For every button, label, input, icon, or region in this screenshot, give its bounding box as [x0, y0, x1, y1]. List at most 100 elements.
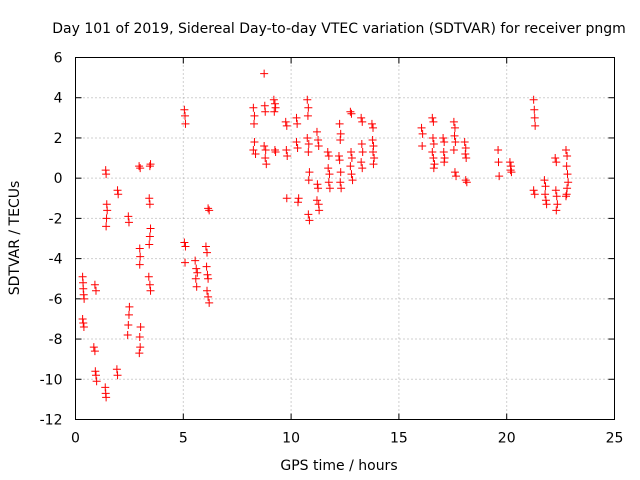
data-point [205, 298, 214, 307]
data-point [113, 371, 122, 380]
data-point [270, 146, 279, 155]
y-tick-label: -10 [40, 372, 63, 388]
data-point [450, 131, 459, 140]
data-point [429, 164, 438, 173]
data-point [251, 150, 260, 159]
y-tick-label: 6 [54, 51, 63, 67]
data-point [440, 137, 449, 146]
data-point [192, 282, 201, 291]
data-point [205, 206, 214, 215]
data-point [428, 148, 437, 157]
data-point [440, 158, 449, 167]
data-point [346, 107, 355, 116]
data-point [347, 154, 356, 163]
data-point [292, 137, 301, 146]
data-point [304, 176, 313, 185]
data-point [506, 166, 515, 175]
data-point [304, 210, 313, 219]
data-point [135, 260, 144, 269]
data-point [204, 292, 213, 301]
data-point [305, 216, 314, 225]
data-point [145, 200, 154, 209]
data-point [305, 168, 314, 177]
data-point [89, 343, 98, 352]
x-tick-label: 20 [498, 431, 516, 447]
data-point [203, 270, 212, 279]
data-point [125, 302, 134, 311]
data-point [262, 160, 271, 169]
data-point [541, 182, 550, 191]
x-tick-label: 5 [179, 431, 188, 447]
data-point [460, 137, 469, 146]
x-axis-title: GPS time / hours [280, 458, 397, 474]
data-point [540, 176, 549, 185]
data-point [135, 162, 144, 171]
y-tick-label: -8 [49, 332, 63, 348]
data-point [192, 264, 201, 273]
data-point [92, 377, 101, 386]
data-point [304, 103, 313, 112]
y-tick-label: 0 [54, 171, 63, 187]
data-points [78, 69, 573, 402]
data-point [369, 148, 378, 157]
data-point [193, 268, 202, 277]
data-point [336, 135, 345, 144]
data-point [314, 184, 323, 193]
data-point [358, 148, 367, 157]
x-tick-label: 0 [71, 431, 80, 447]
data-point [135, 244, 144, 253]
data-point [450, 123, 459, 132]
data-point [304, 148, 313, 157]
data-point [551, 154, 560, 163]
data-point [314, 141, 323, 150]
data-point [146, 160, 155, 169]
data-point [292, 113, 301, 122]
data-point [135, 333, 144, 342]
data-point [90, 280, 99, 289]
data-point [495, 172, 504, 181]
data-point [335, 156, 344, 165]
data-point [336, 168, 345, 177]
data-point [293, 119, 302, 128]
data-point [347, 170, 356, 179]
data-point [260, 141, 269, 150]
data-point [191, 256, 200, 265]
data-point [428, 133, 437, 142]
data-point [181, 258, 190, 267]
data-point [325, 184, 334, 193]
data-point [201, 242, 210, 251]
data-point [79, 318, 88, 327]
data-point [249, 103, 258, 112]
data-point [181, 242, 190, 251]
data-point [204, 204, 213, 213]
data-point [541, 196, 550, 205]
data-point [429, 154, 438, 163]
data-point [348, 176, 357, 185]
data-point [146, 286, 155, 295]
plot-frame [75, 57, 615, 420]
data-point [135, 349, 144, 358]
data-point [449, 117, 458, 126]
data-point [346, 162, 355, 171]
data-point [505, 158, 514, 167]
data-point [260, 69, 269, 78]
data-point [347, 109, 356, 118]
data-point [552, 158, 561, 167]
data-point [145, 280, 154, 289]
data-point [530, 105, 539, 114]
data-point [303, 133, 312, 142]
data-point [357, 158, 366, 167]
data-point [91, 286, 100, 295]
data-point [145, 232, 154, 241]
data-point [552, 206, 561, 215]
x-tick-label: 10 [282, 431, 300, 447]
data-point [358, 164, 367, 173]
data-point [561, 192, 570, 201]
data-point [315, 206, 324, 215]
data-point [78, 314, 87, 323]
data-point [102, 214, 111, 223]
data-point [145, 240, 154, 249]
data-point [136, 252, 145, 261]
data-point [542, 200, 551, 209]
